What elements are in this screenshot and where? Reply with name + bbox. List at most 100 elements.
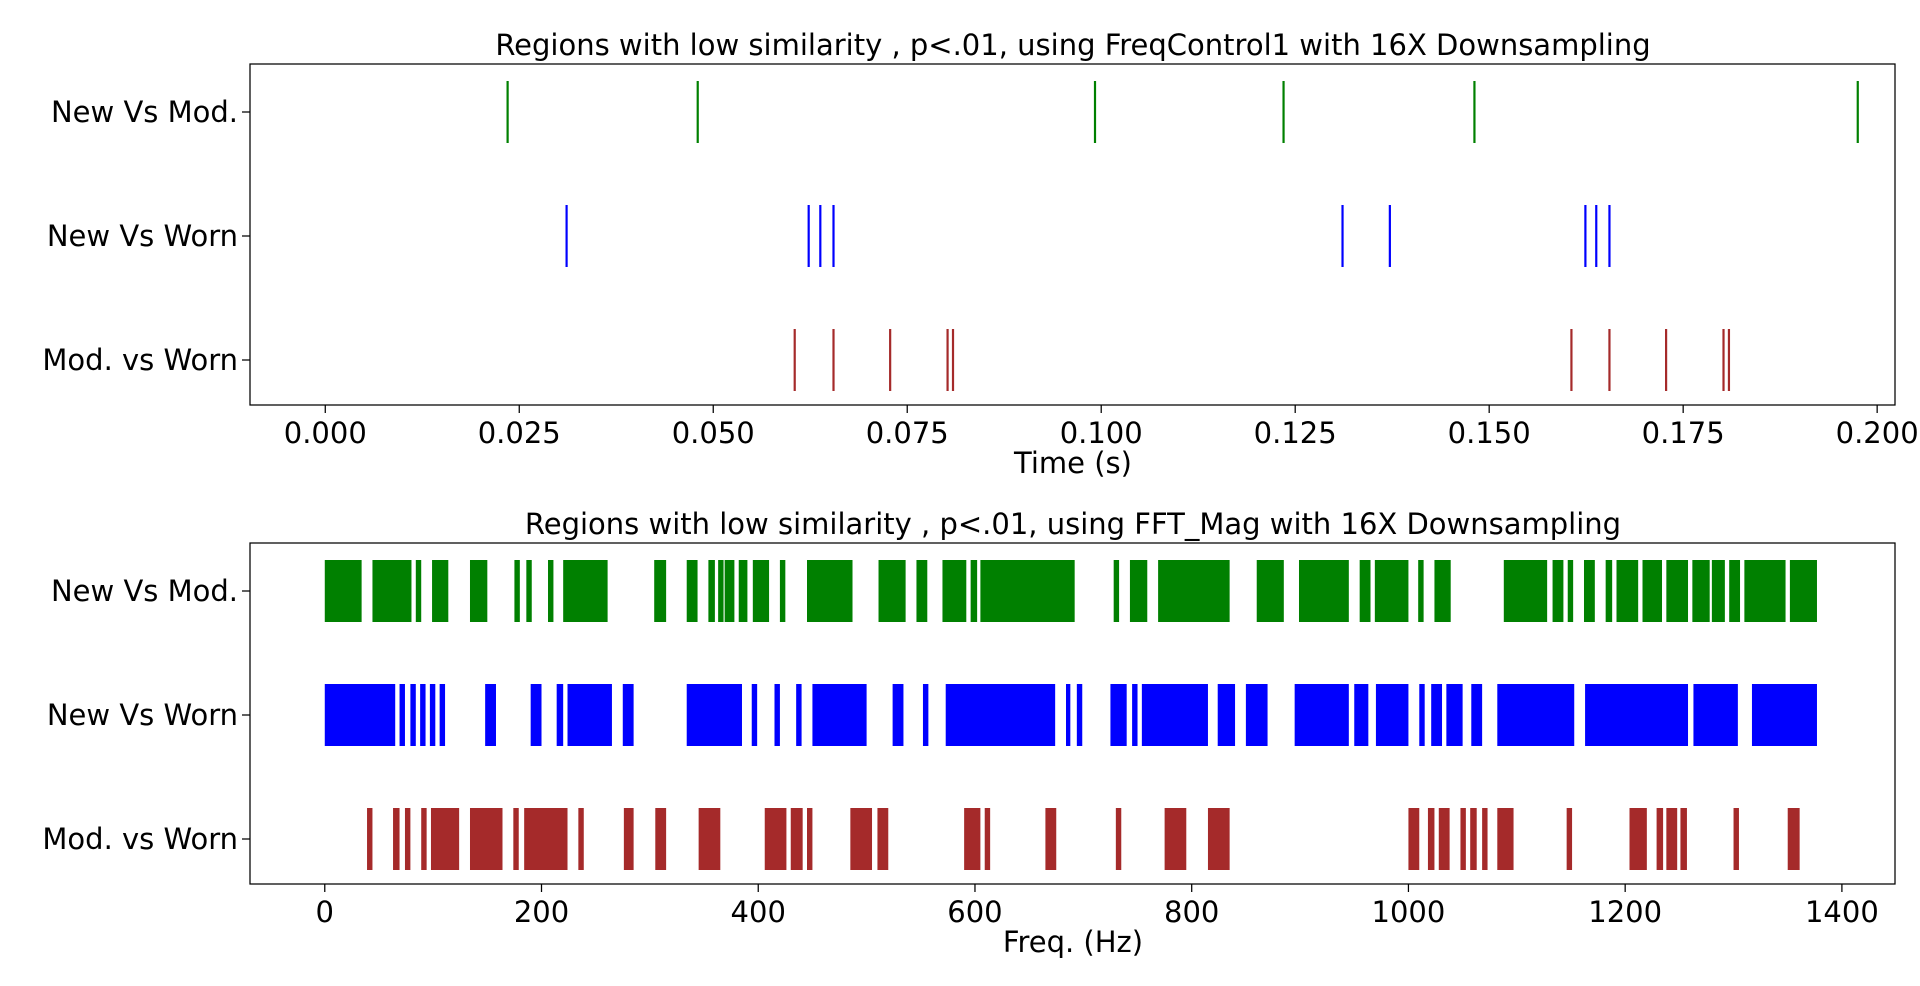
top-x-tick-label: 0.100 bbox=[1060, 416, 1143, 450]
bottom-interval-bar-new-vs-worn bbox=[410, 684, 416, 746]
bottom-interval-bar-new-vs-mod bbox=[1503, 560, 1548, 622]
bottom-interval-bar-new-vs-mod bbox=[415, 560, 422, 622]
bottom-interval-bar-mod-vs-worn bbox=[430, 808, 460, 870]
bottom-interval-bar-mod-vs-worn bbox=[1656, 808, 1664, 870]
bottom-interval-bar-new-vs-worn bbox=[530, 684, 542, 746]
bottom-interval-bar-mod-vs-worn bbox=[1680, 808, 1687, 870]
bottom-interval-bar-new-vs-mod bbox=[372, 560, 412, 622]
bottom-interval-bar-mod-vs-worn bbox=[1045, 808, 1057, 870]
bottom-chart-title: Regions with low similarity , p<.01, usi… bbox=[525, 507, 1621, 541]
bottom-interval-bar-new-vs-mod bbox=[1616, 560, 1639, 622]
top-x-tick-label: 0.075 bbox=[866, 416, 949, 450]
bottom-y-tick-label-new-vs-worn: New Vs Worn bbox=[47, 698, 238, 732]
bottom-interval-bar-new-vs-worn bbox=[429, 684, 436, 746]
bottom-interval-bar-new-vs-worn bbox=[774, 684, 780, 746]
bottom-interval-bar-mod-vs-worn bbox=[1427, 808, 1435, 870]
top-chart-title: Regions with low similarity , p<.01, usi… bbox=[495, 28, 1650, 62]
bottom-interval-bar-new-vs-worn bbox=[686, 684, 742, 746]
bottom-y-tick-label-mod-vs-worn: Mod. vs Worn bbox=[42, 822, 238, 856]
bottom-interval-bar-mod-vs-worn bbox=[578, 808, 584, 870]
bottom-x-tick-label: 600 bbox=[947, 895, 1002, 929]
bottom-x-ticks: 0 200 400 600 800 1000 1200 1400 bbox=[316, 884, 1879, 929]
bottom-interval-bar-new-vs-mod bbox=[1434, 560, 1451, 622]
bottom-interval-bars bbox=[324, 560, 1817, 870]
top-y-tick-label-new-vs-worn: New Vs Worn bbox=[47, 219, 238, 253]
bottom-subplot: Regions with low similarity , p<.01, usi… bbox=[42, 507, 1896, 959]
bottom-interval-bar-new-vs-worn bbox=[1132, 684, 1138, 746]
bottom-interval-bar-new-vs-mod bbox=[1298, 560, 1349, 622]
top-x-tick-label: 0.200 bbox=[1836, 416, 1919, 450]
bottom-interval-bar-new-vs-worn bbox=[1751, 684, 1817, 746]
bottom-interval-bar-new-vs-mod bbox=[1692, 560, 1710, 622]
bottom-interval-bar-mod-vs-worn bbox=[1470, 808, 1477, 870]
bottom-interval-bar-new-vs-mod bbox=[708, 560, 715, 622]
bottom-interval-bar-mod-vs-worn bbox=[655, 808, 667, 870]
bottom-interval-bar-new-vs-worn bbox=[812, 684, 867, 746]
bottom-interval-bar-new-vs-worn bbox=[1245, 684, 1268, 746]
bottom-interval-bar-new-vs-mod bbox=[469, 560, 488, 622]
bottom-interval-bar-mod-vs-worn bbox=[469, 808, 503, 870]
top-x-tick-label: 0.025 bbox=[478, 416, 561, 450]
bottom-interval-bar-mod-vs-worn bbox=[1115, 808, 1122, 870]
bottom-interval-bar-new-vs-mod bbox=[1729, 560, 1741, 622]
bottom-interval-bar-mod-vs-worn bbox=[964, 808, 981, 870]
bottom-interval-bar-new-vs-mod bbox=[432, 560, 449, 622]
bottom-interval-bar-new-vs-mod bbox=[654, 560, 667, 622]
bottom-interval-bar-mod-vs-worn bbox=[1566, 808, 1573, 870]
bottom-interval-bar-new-vs-mod bbox=[1711, 560, 1725, 622]
bottom-interval-bar-new-vs-worn bbox=[556, 684, 564, 746]
top-x-tick-label: 0.000 bbox=[284, 416, 367, 450]
bottom-interval-bar-mod-vs-worn bbox=[1408, 808, 1420, 870]
bottom-interval-bar-mod-vs-worn bbox=[764, 808, 787, 870]
bottom-interval-bar-new-vs-worn bbox=[324, 684, 396, 746]
bottom-interval-bar-mod-vs-worn bbox=[623, 808, 634, 870]
bottom-interval-bar-new-vs-mod bbox=[1129, 560, 1148, 622]
top-x-axis-label: Time (s) bbox=[1013, 446, 1132, 480]
bottom-interval-bar-new-vs-worn bbox=[892, 684, 904, 746]
bottom-interval-bar-new-vs-worn bbox=[1354, 684, 1369, 746]
bottom-interval-bar-mod-vs-worn bbox=[1460, 808, 1466, 870]
top-subplot: Regions with low similarity , p<.01, usi… bbox=[42, 28, 1918, 480]
bottom-interval-bar-new-vs-worn bbox=[1375, 684, 1409, 746]
bottom-interval-bar-new-vs-mod bbox=[724, 560, 735, 622]
bottom-interval-bar-new-vs-mod bbox=[1256, 560, 1284, 622]
bottom-interval-bar-new-vs-mod bbox=[807, 560, 853, 622]
bottom-interval-bar-new-vs-worn bbox=[1497, 684, 1575, 746]
bottom-interval-bar-new-vs-mod bbox=[738, 560, 748, 622]
top-y-ticks: New Vs Mod. New Vs Worn Mod. vs Worn bbox=[42, 95, 250, 377]
bottom-interval-bar-new-vs-worn bbox=[1076, 684, 1083, 746]
bottom-interval-bar-new-vs-mod bbox=[1552, 560, 1564, 622]
bottom-interval-bar-mod-vs-worn bbox=[524, 808, 568, 870]
bottom-interval-bar-new-vs-worn bbox=[485, 684, 496, 746]
bottom-interval-bar-new-vs-worn bbox=[439, 684, 446, 746]
bottom-interval-bar-mod-vs-worn bbox=[1787, 808, 1800, 870]
bottom-interval-bar-new-vs-mod bbox=[686, 560, 698, 622]
bottom-x-tick-label: 1000 bbox=[1372, 895, 1446, 929]
bottom-x-tick-label: 1400 bbox=[1805, 895, 1879, 929]
bottom-interval-bar-mod-vs-worn bbox=[1164, 808, 1187, 870]
bottom-interval-bar-mod-vs-worn bbox=[807, 808, 813, 870]
bottom-interval-bar-new-vs-mod bbox=[942, 560, 967, 622]
top-y-tick-label-new-vs-mod: New Vs Mod. bbox=[51, 95, 238, 129]
bottom-y-tick-label-new-vs-mod: New Vs Mod. bbox=[51, 574, 238, 608]
bottom-interval-bar-new-vs-mod bbox=[526, 560, 532, 622]
bottom-interval-bar-new-vs-mod bbox=[1359, 560, 1371, 622]
bottom-interval-bar-new-vs-mod bbox=[1113, 560, 1120, 622]
bottom-interval-bar-new-vs-worn bbox=[1065, 684, 1071, 746]
bottom-interval-bar-new-vs-mod bbox=[1583, 560, 1595, 622]
bottom-interval-bar-mod-vs-worn bbox=[850, 808, 873, 870]
top-x-tick-label: 0.125 bbox=[1254, 416, 1337, 450]
bottom-interval-bar-mod-vs-worn bbox=[1733, 808, 1739, 870]
bottom-interval-bar-new-vs-mod bbox=[752, 560, 770, 622]
bottom-interval-bar-mod-vs-worn bbox=[513, 808, 519, 870]
bottom-x-tick-label: 400 bbox=[731, 895, 786, 929]
bottom-interval-bar-mod-vs-worn bbox=[367, 808, 373, 870]
bottom-interval-bar-mod-vs-worn bbox=[790, 808, 803, 870]
bottom-interval-bar-new-vs-worn bbox=[1217, 684, 1236, 746]
bottom-interval-bar-new-vs-mod bbox=[563, 560, 608, 622]
bottom-y-ticks: New Vs Mod. New Vs Worn Mod. vs Worn bbox=[42, 574, 250, 856]
bottom-interval-bar-new-vs-worn bbox=[399, 684, 405, 746]
bottom-interval-bar-mod-vs-worn bbox=[698, 808, 721, 870]
bottom-x-tick-label: 0 bbox=[316, 895, 334, 929]
bottom-interval-bar-new-vs-mod bbox=[324, 560, 362, 622]
